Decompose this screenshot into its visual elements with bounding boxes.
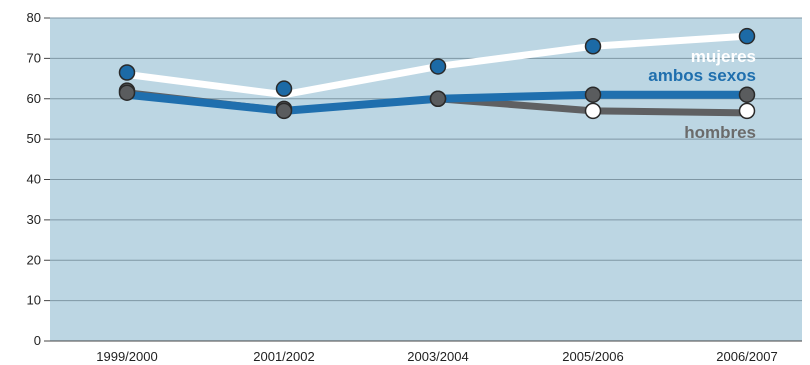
y-tick-label-70: 70	[27, 50, 41, 65]
x-tick-label-2003-2004: 2003/2004	[407, 349, 468, 364]
y-axis: 0 10 20 30 40 50 60 70 80	[27, 10, 50, 348]
data-point-mujeres-2005-2006	[584, 38, 602, 55]
y-tick-label-0: 0	[34, 333, 41, 348]
series-label-hombres: hombres	[684, 123, 756, 142]
y-tick-label-30: 30	[27, 212, 41, 227]
data-point-ambos-sexos-2006-2007	[738, 86, 756, 103]
series-points	[118, 27, 756, 120]
data-point-ambos-sexos-2001-2002	[275, 102, 293, 120]
data-point-mujeres-2006-2007	[738, 27, 756, 45]
x-axis: 1999/2000 2001/2002 2003/2004 2005/2006 2006…	[50, 340, 802, 364]
x-tick-label-1999-2000: 1999/2000	[96, 349, 157, 364]
data-point-hombres-2005-2006	[584, 102, 602, 120]
y-tick-label-60: 60	[27, 91, 41, 106]
series-label-mujeres: mujeres	[691, 47, 756, 66]
x-tick-label-2006-2007: 2006/2007	[716, 349, 777, 364]
data-point-mujeres-2001-2002	[275, 80, 293, 97]
y-tick-label-80: 80	[27, 10, 41, 25]
data-point-mujeres-2003-2004	[429, 58, 447, 75]
data-point-ambos-sexos-2005-2006	[584, 86, 602, 103]
y-tick-label-20: 20	[27, 252, 41, 267]
x-tick-label-2001-2002: 2001/2002	[253, 349, 314, 364]
data-point-ambos-sexos-2003-2004	[429, 90, 447, 107]
series-labels: mujeres ambos sexos hombres	[648, 47, 756, 142]
series-label-ambos-sexos: ambos sexos	[648, 66, 756, 85]
y-tick-label-40: 40	[27, 172, 41, 187]
data-point-mujeres-1999-2000	[118, 64, 136, 81]
data-point-ambos-sexos-1999-2000	[118, 84, 136, 101]
data-point-hombres-2006-2007	[738, 102, 756, 120]
y-tick-label-10: 10	[27, 293, 41, 308]
x-tick-label-2005-2006: 2005/2006	[562, 349, 623, 364]
y-tick-label-50: 50	[27, 131, 41, 146]
